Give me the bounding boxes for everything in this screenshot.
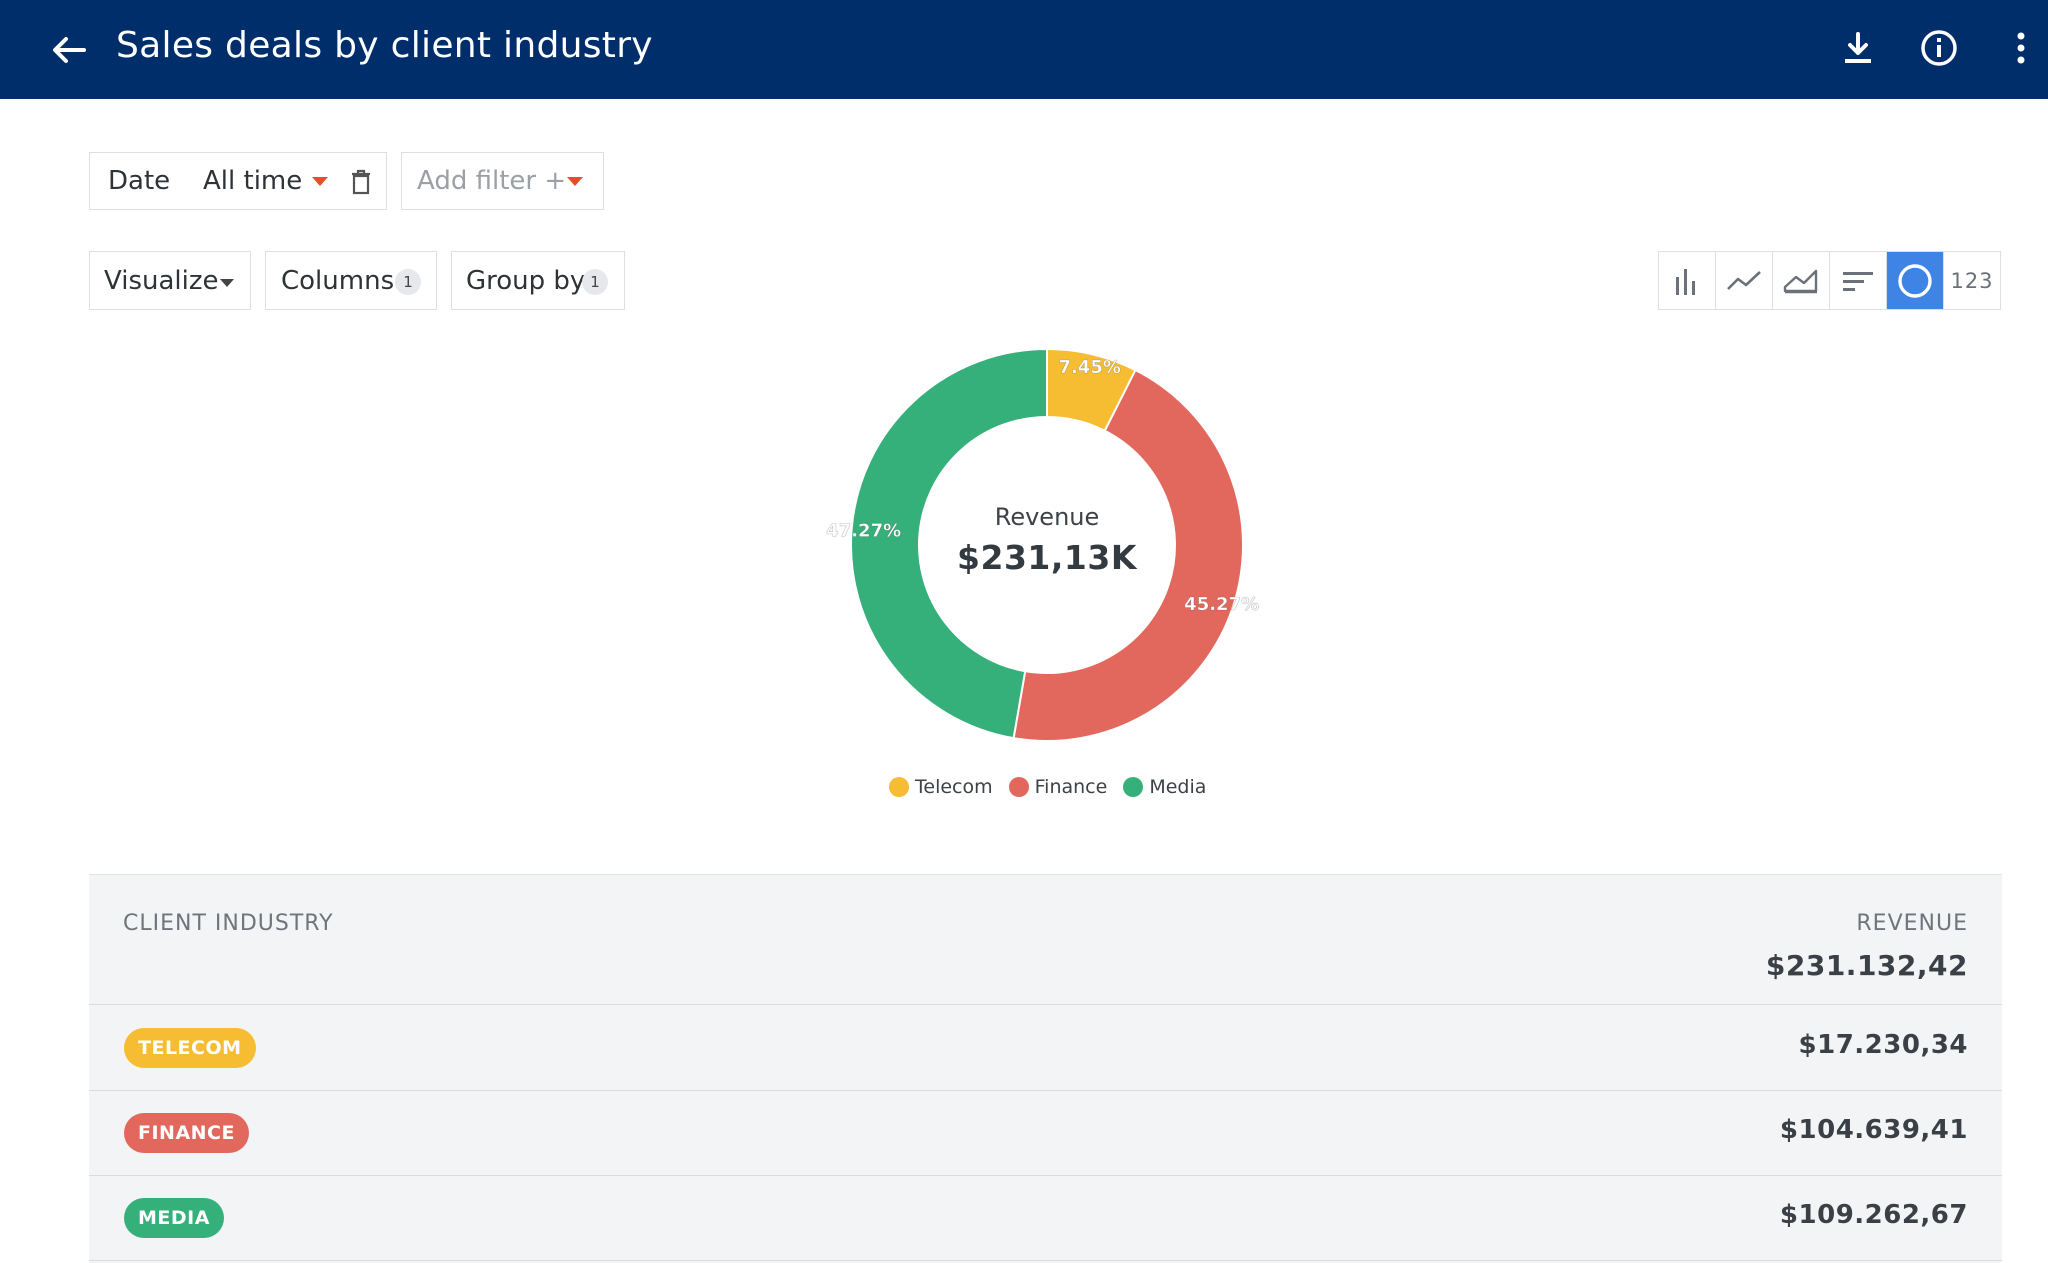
table-row[interactable]: FINANCE $104.639,41 xyxy=(89,1091,2002,1176)
legend-label: Telecom xyxy=(915,776,993,798)
industry-pill: TELECOM xyxy=(124,1028,256,1068)
donut-slice-finance[interactable] xyxy=(1012,368,1244,742)
sorted-bars-icon[interactable] xyxy=(1830,252,1887,309)
number-icon[interactable]: 123 xyxy=(1944,252,2000,309)
donut-data-label-media: 47.27% xyxy=(826,520,901,541)
legend-dot xyxy=(1123,777,1144,797)
columns-count-badge: 1 xyxy=(395,269,421,295)
table-header: CLIENT INDUSTRY REVENUE $231.132,42 xyxy=(89,875,2002,1005)
legend-dot xyxy=(889,777,909,797)
revenue-total: $231.132,42 xyxy=(1765,949,1968,982)
columns-button[interactable]: Columns 1 xyxy=(265,251,437,310)
visualize-button[interactable]: Visualize xyxy=(89,251,251,310)
download-icon[interactable] xyxy=(1830,20,1886,76)
revenue-value: $104.639,41 xyxy=(1779,1115,1968,1145)
group-by-button[interactable]: Group by 1 xyxy=(451,251,625,310)
chevron-down-icon xyxy=(220,279,234,287)
group-by-label: Group by xyxy=(466,266,586,296)
page-title: Sales deals by client industry xyxy=(116,25,653,66)
date-filter[interactable]: Date All time xyxy=(89,152,387,210)
legend-item-finance[interactable]: Finance xyxy=(1008,776,1108,798)
legend-label: Finance xyxy=(1034,776,1108,798)
back-arrow-icon[interactable] xyxy=(44,26,92,74)
column-header-revenue[interactable]: REVENUE xyxy=(1856,911,1968,936)
chart-legend: Telecom Finance Media xyxy=(889,772,1222,802)
date-filter-label: Date xyxy=(108,166,171,196)
revenue-value: $17.230,34 xyxy=(1798,1030,1968,1060)
donut-center-value: $231,13K xyxy=(957,538,1137,577)
table-row[interactable]: MEDIA $109.262,67 xyxy=(89,1176,2002,1261)
group-by-count-badge: 1 xyxy=(582,269,608,295)
columns-label: Columns xyxy=(281,266,395,296)
visualize-label: Visualize xyxy=(104,266,219,296)
revenue-value: $109.262,67 xyxy=(1779,1200,1968,1230)
line-chart-icon[interactable] xyxy=(1716,252,1773,309)
app-bar: Sales deals by client industry xyxy=(0,0,2048,99)
donut-data-label-finance: 45.27% xyxy=(1184,594,1259,615)
industry-pill: MEDIA xyxy=(124,1198,224,1238)
area-chart-icon[interactable] xyxy=(1773,252,1830,309)
bar-chart-icon[interactable] xyxy=(1659,252,1716,309)
number-label: 123 xyxy=(1950,268,1994,293)
chevron-down-icon xyxy=(567,177,583,186)
donut-data-label-telecom: 7.45% xyxy=(1058,357,1120,378)
visualization-type-toolbar: 123 xyxy=(1658,251,2001,310)
date-filter-value[interactable]: All time xyxy=(203,166,303,196)
trash-icon[interactable] xyxy=(349,168,373,200)
legend-item-media[interactable]: Media xyxy=(1123,776,1206,798)
add-filter-button[interactable]: Add filter + xyxy=(401,152,604,210)
donut-center-label: Revenue xyxy=(994,503,1100,531)
donut-chart: 7.45% 45.27% 47.27% xyxy=(826,347,1259,742)
legend-item-telecom[interactable]: Telecom xyxy=(889,776,993,798)
info-icon[interactable] xyxy=(1911,20,1967,76)
legend-dot xyxy=(1008,777,1029,797)
donut-chart-icon[interactable] xyxy=(1887,252,1944,309)
industry-pill: FINANCE xyxy=(124,1113,249,1153)
add-filter-label: Add filter + xyxy=(417,166,567,196)
revenue-table: CLIENT INDUSTRY REVENUE $231.132,42 TELE… xyxy=(89,874,2002,1263)
donut-slice-media[interactable] xyxy=(850,347,1048,740)
more-vertical-icon[interactable] xyxy=(1993,20,2048,76)
table-row[interactable]: TELECOM $17.230,34 xyxy=(89,1006,2002,1091)
legend-label: Media xyxy=(1149,776,1207,798)
column-header-industry[interactable]: CLIENT INDUSTRY xyxy=(123,911,334,936)
chevron-down-icon[interactable] xyxy=(312,177,328,186)
